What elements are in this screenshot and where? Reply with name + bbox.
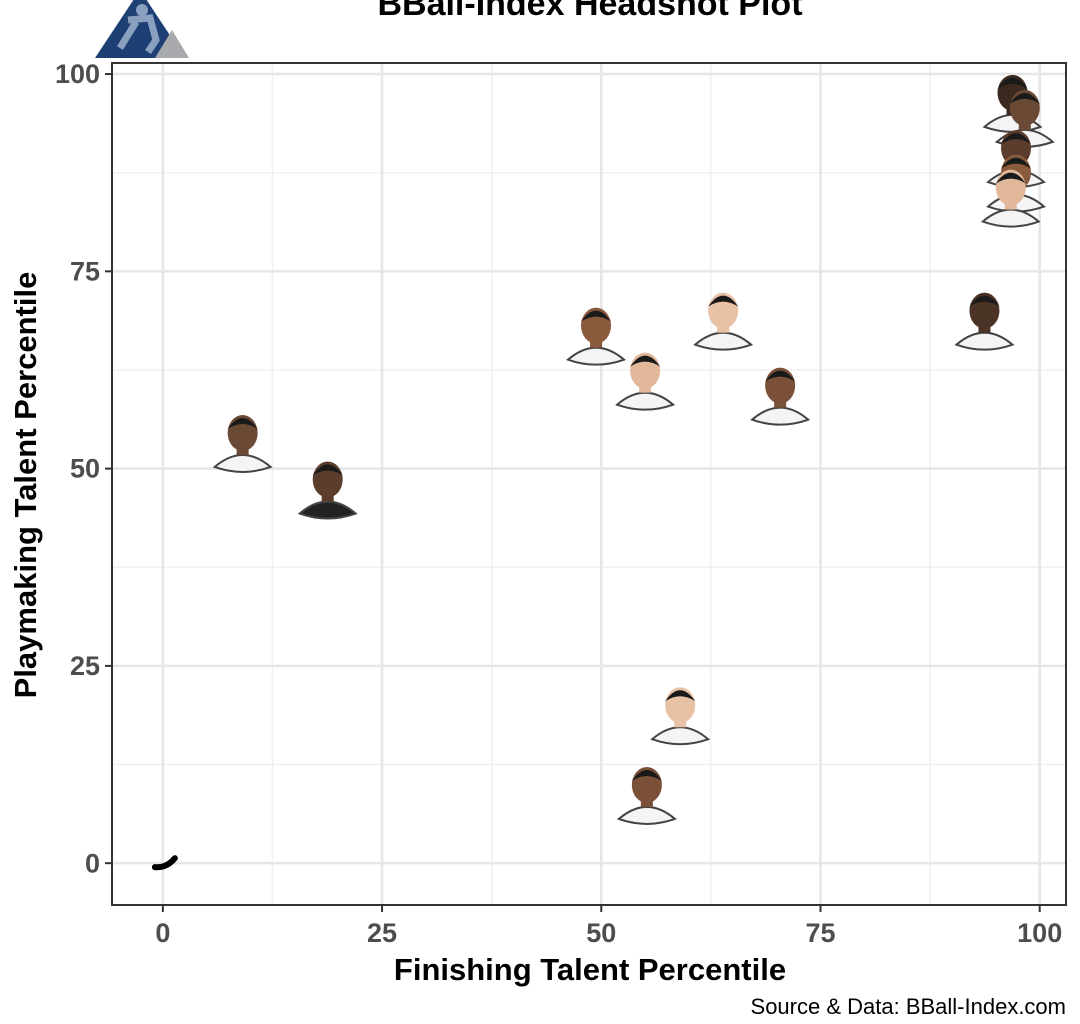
y-tick-label: 25 xyxy=(70,651,100,681)
headshot xyxy=(566,307,626,366)
jersey xyxy=(750,406,811,426)
hair xyxy=(708,295,739,307)
hair xyxy=(1001,133,1032,145)
hair xyxy=(631,769,662,781)
hair xyxy=(1001,157,1032,169)
logo xyxy=(95,0,189,58)
x-tick-label: 75 xyxy=(805,918,835,948)
y-tick-label: 75 xyxy=(70,256,100,286)
hair xyxy=(312,464,343,476)
headshot xyxy=(750,367,811,426)
jersey xyxy=(297,500,358,520)
y-tick-label: 0 xyxy=(85,848,100,878)
jersey xyxy=(212,454,273,473)
headshot xyxy=(980,169,1041,228)
headshot xyxy=(212,414,273,473)
hair xyxy=(665,690,696,702)
headshot xyxy=(297,461,358,520)
headshot xyxy=(616,766,677,825)
hair xyxy=(581,310,612,322)
y-axis-title: Playmaking Talent Percentile xyxy=(8,272,43,699)
hair xyxy=(630,355,661,367)
plot-background xyxy=(112,63,1066,905)
y-tick-label: 100 xyxy=(55,59,100,89)
hair xyxy=(1009,92,1040,104)
jersey xyxy=(566,346,626,366)
hair xyxy=(995,172,1026,184)
x-axis-title: Finishing Talent Percentile xyxy=(394,952,786,987)
x-tick-label: 100 xyxy=(1017,918,1062,948)
chart-title: BBall-Index Headshot Plot xyxy=(377,0,802,23)
x-tick-label: 0 xyxy=(155,918,170,948)
headshot xyxy=(650,687,711,746)
plot-border xyxy=(111,62,1067,906)
caption: Source & Data: BBall-Index.com xyxy=(751,994,1066,1019)
jersey xyxy=(980,208,1041,228)
headshot xyxy=(954,292,1015,351)
hair xyxy=(969,295,1000,307)
jersey xyxy=(693,331,754,351)
y-tick-label: 50 xyxy=(70,454,100,484)
headshot xyxy=(693,292,754,351)
jersey xyxy=(616,806,677,825)
headshot xyxy=(615,352,676,411)
hair xyxy=(765,370,796,382)
x-tick-label: 50 xyxy=(586,918,616,948)
jersey xyxy=(954,331,1015,351)
broken-headshot xyxy=(151,855,178,871)
x-tick-label: 25 xyxy=(367,918,397,948)
hair xyxy=(227,417,258,429)
jersey xyxy=(650,726,711,746)
headshot xyxy=(151,855,178,871)
jersey xyxy=(615,391,676,411)
hair xyxy=(997,77,1028,89)
